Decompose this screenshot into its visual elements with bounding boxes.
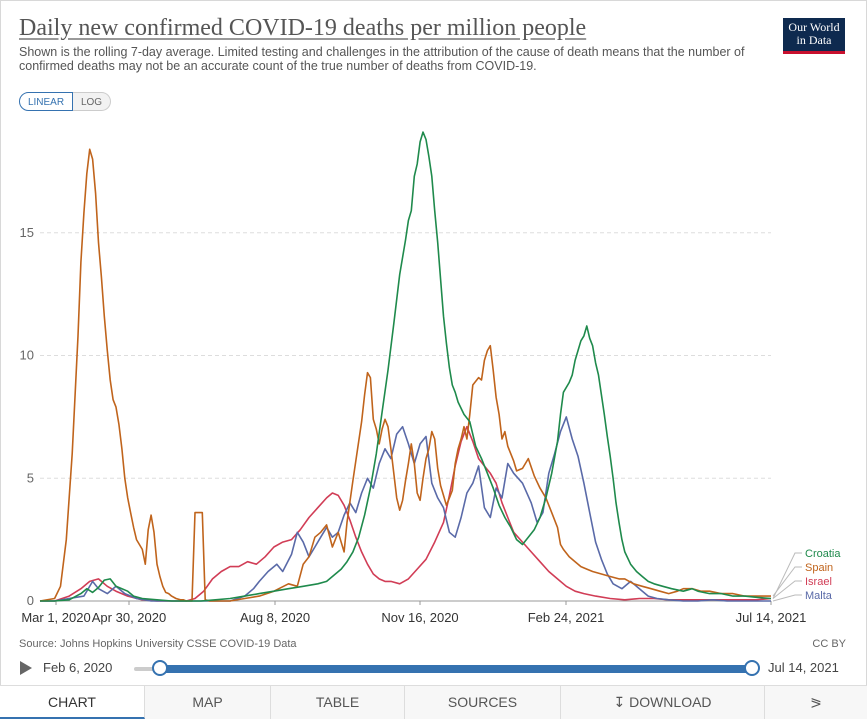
license-label[interactable]: CC BY bbox=[812, 638, 846, 650]
legend-connector bbox=[772, 566, 802, 597]
tab-table[interactable]: TABLE bbox=[271, 686, 405, 719]
timeline-start-handle[interactable] bbox=[152, 660, 168, 676]
tab-bar: CHART MAP TABLE SOURCES ↧ DOWNLOAD ⪖ bbox=[0, 685, 867, 719]
legend-label-israel[interactable]: Israel bbox=[805, 576, 832, 588]
tab-download[interactable]: ↧ DOWNLOAD bbox=[561, 686, 765, 719]
series-line-israel[interactable] bbox=[40, 425, 772, 602]
download-icon: ↧ bbox=[613, 694, 630, 710]
chart-subtitle: Shown is the rolling 7-day average. Limi… bbox=[19, 45, 745, 73]
x-tick-label: Mar 1, 2020 bbox=[21, 610, 90, 625]
chart-title[interactable]: Daily new confirmed COVID-19 deaths per … bbox=[19, 15, 587, 41]
legend-connector bbox=[772, 594, 802, 602]
legend-label-croatia[interactable]: Croatia bbox=[805, 548, 841, 560]
x-tick-label: Apr 30, 2020 bbox=[92, 610, 166, 625]
logo-accent-bar bbox=[783, 51, 845, 54]
share-icon: ⪖ bbox=[810, 694, 822, 710]
y-tick-label: 10 bbox=[20, 348, 34, 363]
y-tick-label: 0 bbox=[27, 593, 34, 608]
x-tick-label: Jul 14, 2021 bbox=[736, 610, 807, 625]
download-label: DOWNLOAD bbox=[629, 694, 712, 710]
timeline-end-handle[interactable] bbox=[744, 660, 760, 676]
series-line-malta[interactable] bbox=[40, 416, 771, 602]
legend-label-malta[interactable]: Malta bbox=[805, 590, 833, 602]
y-tick-label: 5 bbox=[27, 470, 34, 485]
legend: Israel Malta Spain Croatia bbox=[772, 548, 841, 602]
play-icon[interactable] bbox=[20, 661, 32, 675]
tab-map[interactable]: MAP bbox=[145, 686, 271, 719]
x-tick-label: Nov 16, 2020 bbox=[381, 610, 458, 625]
legend-connector bbox=[772, 580, 802, 599]
legend-connector bbox=[772, 552, 802, 599]
source-note[interactable]: Source: Johns Hopkins University CSSE CO… bbox=[19, 638, 297, 650]
series-line-croatia[interactable] bbox=[40, 131, 772, 602]
gridlines bbox=[40, 232, 771, 602]
x-tick-label: Aug 8, 2020 bbox=[240, 610, 310, 625]
timeline-start-label: Feb 6, 2020 bbox=[43, 660, 113, 675]
legend-label-spain[interactable]: Spain bbox=[805, 562, 833, 574]
timeline-end-label: Jul 14, 2021 bbox=[768, 660, 839, 675]
logo-line-1: Our World bbox=[788, 20, 840, 34]
y-tick-label: 15 bbox=[20, 225, 34, 240]
tab-sources[interactable]: SOURCES bbox=[405, 686, 561, 719]
series-lines bbox=[39, 131, 772, 602]
logo-line-2: in Data bbox=[796, 33, 832, 47]
tab-chart[interactable]: CHART bbox=[0, 686, 145, 719]
linear-scale-button[interactable]: LINEAR bbox=[19, 92, 73, 111]
log-scale-button[interactable]: LOG bbox=[73, 92, 111, 111]
x-axis: Mar 1, 2020 Apr 30, 2020 Aug 8, 2020 Nov 16… bbox=[21, 601, 806, 625]
owid-logo[interactable]: Our World in Data bbox=[783, 18, 845, 54]
series-line-spain[interactable] bbox=[39, 148, 771, 602]
line-chart[interactable]: 0 5 10 15 Mar 1, 2020 Apr 30, 2020 Aug 8, 202… bbox=[0, 0, 867, 640]
x-tick-label: Feb 24, 2021 bbox=[528, 610, 605, 625]
timeline-selected-range bbox=[160, 665, 752, 673]
share-button[interactable]: ⪖ bbox=[765, 686, 867, 719]
y-axis: 0 5 10 15 bbox=[20, 225, 34, 608]
